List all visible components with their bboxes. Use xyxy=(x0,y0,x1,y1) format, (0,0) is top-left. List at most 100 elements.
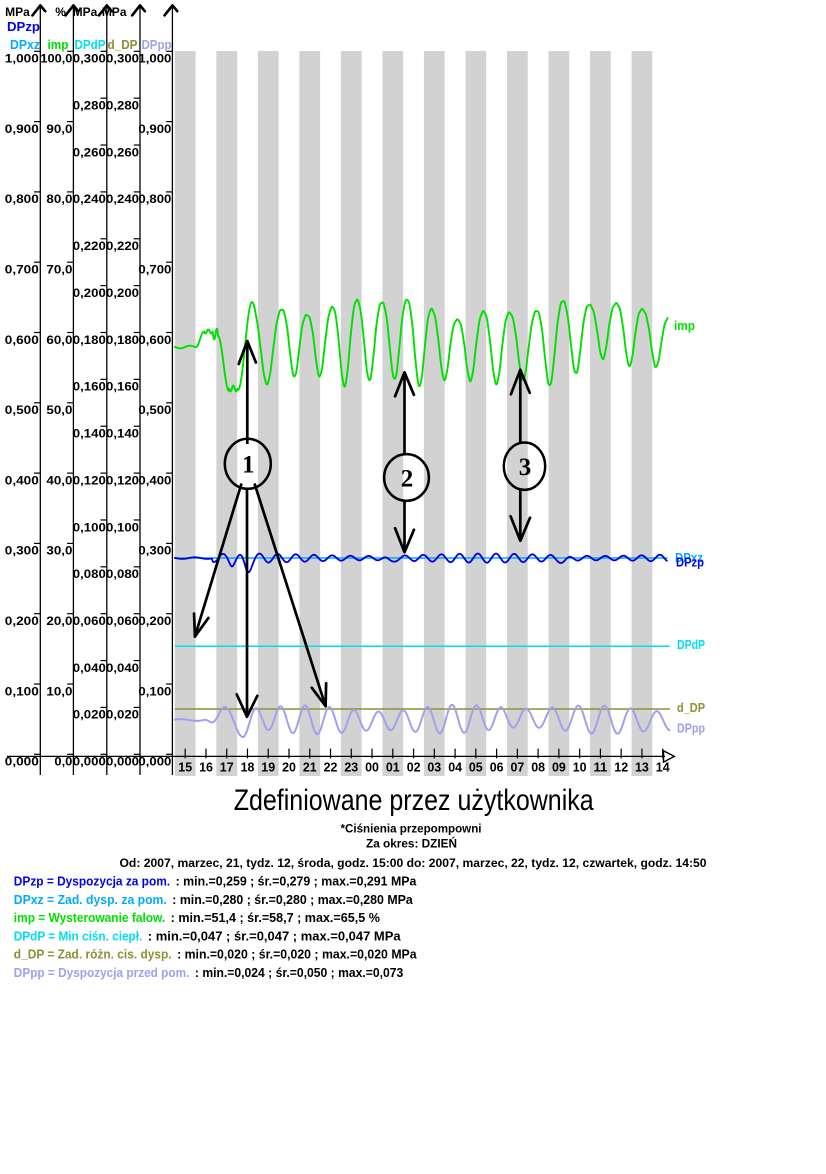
svg-text:00: 00 xyxy=(365,760,379,775)
svg-text:08: 08 xyxy=(531,760,545,775)
svg-text:0,020: 0,020 xyxy=(106,710,139,722)
svg-text:10: 10 xyxy=(573,760,587,775)
svg-text:0,120: 0,120 xyxy=(73,475,106,487)
svg-text:60,0: 60,0 xyxy=(46,335,72,347)
svg-text:06: 06 xyxy=(490,760,504,775)
svg-text:: min.=0,259 ; śr.=0,279 ; max: : min.=0,259 ; śr.=0,279 ; max.=0,291 MP… xyxy=(176,875,418,889)
svg-text:50,0: 50,0 xyxy=(46,405,72,417)
svg-text:3: 3 xyxy=(519,454,532,481)
svg-text:DPxz: DPxz xyxy=(10,37,40,52)
svg-text:DPpp: DPpp xyxy=(142,37,172,52)
svg-text:17: 17 xyxy=(220,760,234,775)
svg-text:11: 11 xyxy=(594,760,608,775)
svg-text:0,080: 0,080 xyxy=(73,569,106,581)
svg-text:0,100: 0,100 xyxy=(73,522,106,534)
svg-text:MPa: MPa xyxy=(73,5,98,19)
svg-text:09: 09 xyxy=(552,760,566,775)
svg-text:DPdP: DPdP xyxy=(75,37,106,52)
svg-text:0,300: 0,300 xyxy=(73,54,106,66)
svg-text:%: % xyxy=(55,5,66,19)
svg-text:03: 03 xyxy=(427,760,441,775)
svg-text:90,0: 90,0 xyxy=(46,124,72,136)
svg-text:18: 18 xyxy=(241,760,255,775)
svg-text:19: 19 xyxy=(261,760,275,775)
svg-text:0,700: 0,700 xyxy=(5,265,39,277)
svg-text:0,300: 0,300 xyxy=(138,546,171,558)
svg-text:Od: 2007, marzec, 21, tydz. 12: Od: 2007, marzec, 21, tydz. 12, środa, g… xyxy=(120,858,707,870)
svg-text:0,240: 0,240 xyxy=(106,194,139,206)
svg-text:0,200: 0,200 xyxy=(106,288,139,300)
svg-text:0,040: 0,040 xyxy=(106,663,139,675)
svg-text:0,200: 0,200 xyxy=(73,288,106,300)
svg-text:0,200: 0,200 xyxy=(138,616,171,628)
svg-text:0,220: 0,220 xyxy=(106,241,139,253)
svg-text:20: 20 xyxy=(282,760,296,775)
svg-text:0,800: 0,800 xyxy=(5,194,39,206)
svg-text:1,000: 1,000 xyxy=(138,54,171,66)
svg-text:imp: imp xyxy=(674,318,695,333)
svg-text:0,300: 0,300 xyxy=(5,546,39,558)
svg-text:0,040: 0,040 xyxy=(73,663,106,675)
svg-text:04: 04 xyxy=(448,760,463,775)
svg-text:0,160: 0,160 xyxy=(106,382,139,394)
svg-text:2: 2 xyxy=(401,465,414,492)
svg-text:12: 12 xyxy=(614,760,628,775)
svg-text:0,0: 0,0 xyxy=(54,757,72,769)
svg-text:0,240: 0,240 xyxy=(73,194,106,206)
svg-text:0,400: 0,400 xyxy=(5,475,39,487)
svg-text:: min.=51,4 ; śr.=58,7 ; max.=: : min.=51,4 ; śr.=58,7 ; max.=65,5 % xyxy=(171,911,380,925)
svg-text:0,260: 0,260 xyxy=(73,147,106,159)
svg-text:d_DP: d_DP xyxy=(677,700,705,715)
svg-text:30,0: 30,0 xyxy=(46,546,72,558)
svg-text:: min.=0,020 ; śr.=0,020 ; max: : min.=0,020 ; śr.=0,020 ; max.=0,020 MP… xyxy=(177,948,418,962)
svg-text:0,200: 0,200 xyxy=(5,616,39,628)
svg-text:0,400: 0,400 xyxy=(138,475,171,487)
svg-text:DPdP: DPdP xyxy=(677,637,705,652)
svg-text:0,900: 0,900 xyxy=(5,124,39,136)
svg-text:1,000: 1,000 xyxy=(5,54,39,66)
svg-text:0,180: 0,180 xyxy=(106,335,139,347)
svg-text:DPpp: DPpp xyxy=(677,721,705,736)
svg-text:0,280: 0,280 xyxy=(106,101,139,113)
svg-text:80,0: 80,0 xyxy=(46,194,72,206)
svg-text:16: 16 xyxy=(199,760,213,775)
svg-text:22: 22 xyxy=(324,760,338,775)
svg-text:0,180: 0,180 xyxy=(73,335,106,347)
svg-text:DPdP = Min ciśn. ciepł.: DPdP = Min ciśn. ciepł. xyxy=(14,929,143,943)
svg-text:0,100: 0,100 xyxy=(5,686,39,698)
svg-text:: min.=0,280 ; śr.=0,280 ; max: : min.=0,280 ; śr.=0,280 ; max.=0,280 MP… xyxy=(172,893,413,907)
svg-text:Za okres: DZIEŃ: Za okres: DZIEŃ xyxy=(366,838,457,851)
svg-text:0,080: 0,080 xyxy=(106,569,139,581)
svg-text:0,000: 0,000 xyxy=(73,757,106,769)
svg-text:MPa: MPa xyxy=(102,5,127,19)
svg-text:0,000: 0,000 xyxy=(106,757,139,769)
svg-text:0,600: 0,600 xyxy=(138,335,171,347)
svg-text:imp: imp xyxy=(48,37,69,52)
svg-text:02: 02 xyxy=(407,760,421,775)
svg-text:0,900: 0,900 xyxy=(138,124,171,136)
svg-text:: min.=0,024 ; śr.=0,050 ; max: : min.=0,024 ; śr.=0,050 ; max.=0,073 xyxy=(195,966,403,980)
svg-text:23: 23 xyxy=(344,760,358,775)
svg-text:0,800: 0,800 xyxy=(138,194,171,206)
svg-text:DPpp = Dyspozycja przed pom.: DPpp = Dyspozycja przed pom. xyxy=(14,966,190,980)
svg-text:40,0: 40,0 xyxy=(46,475,72,487)
svg-text:0,160: 0,160 xyxy=(73,382,106,394)
svg-text:0,500: 0,500 xyxy=(5,405,39,417)
svg-text:0,260: 0,260 xyxy=(106,147,139,159)
svg-text:15: 15 xyxy=(178,760,192,775)
svg-text:1: 1 xyxy=(242,452,255,479)
svg-text:DPzp: DPzp xyxy=(676,555,704,570)
svg-text:0,020: 0,020 xyxy=(73,710,106,722)
svg-text:DPxz = Zad. dysp. za pom.: DPxz = Zad. dysp. za pom. xyxy=(14,893,167,907)
svg-text:DPxz: DPxz xyxy=(675,550,703,565)
svg-text:0,000: 0,000 xyxy=(138,757,171,769)
svg-text:0,140: 0,140 xyxy=(73,429,106,441)
svg-text:d_DP: d_DP xyxy=(108,37,138,52)
svg-text:10,0: 10,0 xyxy=(46,686,72,698)
svg-text:05: 05 xyxy=(469,760,483,775)
svg-text:DPzp: DPzp xyxy=(7,19,40,34)
svg-text:07: 07 xyxy=(511,760,525,775)
svg-text:0,700: 0,700 xyxy=(138,265,171,277)
svg-text:0,140: 0,140 xyxy=(106,429,139,441)
svg-text:0,100: 0,100 xyxy=(138,686,171,698)
